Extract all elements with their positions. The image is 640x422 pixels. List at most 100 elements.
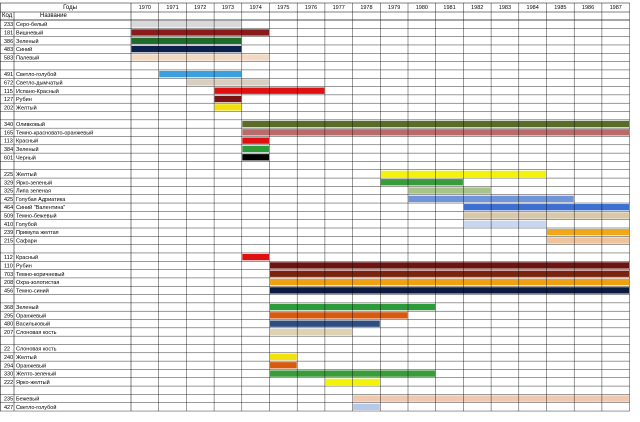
row-code: 427 xyxy=(4,405,13,411)
row-code: 113 xyxy=(4,139,13,145)
row-code: 456 xyxy=(4,288,13,294)
production-bar xyxy=(242,253,269,261)
row-name: Оливковый xyxy=(16,121,45,128)
row-code: 165 xyxy=(4,130,13,136)
table-row: 583 Палевый xyxy=(4,54,269,61)
row-name: Зеленый xyxy=(16,304,39,311)
row-name: Оранжевый xyxy=(16,312,46,319)
production-bar xyxy=(463,220,546,227)
row-name: Желтый xyxy=(16,171,37,178)
production-bar xyxy=(214,95,242,103)
row-code: 330 xyxy=(4,372,13,378)
table-row: 233 Серо-белый xyxy=(4,21,242,28)
row-code: 703 xyxy=(4,272,13,278)
year-label: 1970 xyxy=(139,5,151,11)
table-row: 340 Оливковый xyxy=(4,120,630,128)
table-row: 325 Липа зеленая xyxy=(4,187,491,195)
production-bar xyxy=(270,312,408,319)
table-row: 165 Темно-красновато-оранжевый xyxy=(4,129,630,136)
row-code: 491 xyxy=(4,72,13,78)
row-name: Примула желтая xyxy=(16,230,59,236)
production-bar xyxy=(380,179,463,186)
row-name: Вишневый xyxy=(16,30,43,37)
row-code: 480 xyxy=(4,322,13,328)
row-code: 325 xyxy=(4,189,13,195)
row-name: Красный xyxy=(16,138,38,145)
year-label: 1975 xyxy=(277,5,289,11)
row-code: 340 xyxy=(4,122,13,128)
production-bar xyxy=(270,362,297,369)
production-bar xyxy=(353,403,380,411)
table-row: 294 Оранжевый xyxy=(4,362,297,369)
row-code: 233 xyxy=(4,22,13,28)
year-label: 1986 xyxy=(582,5,594,11)
year-labels: 1970 1971 1972 1973 1974 1975 1976 1977 1978 1979… xyxy=(139,5,622,11)
row-code: 386 xyxy=(4,39,13,45)
row-code: 384 xyxy=(4,147,13,153)
row-code: 127 xyxy=(4,97,13,103)
production-bar xyxy=(159,70,242,78)
row-name: Серо-белый xyxy=(16,21,47,28)
row-code: 410 xyxy=(4,222,13,228)
production-bar xyxy=(131,54,269,61)
row-code: 208 xyxy=(4,280,13,286)
row-name: Липа зеленая xyxy=(16,189,51,195)
row-name: Зеленый xyxy=(16,38,39,45)
row-name: Темно-коричневый xyxy=(16,271,64,278)
year-label: 1985 xyxy=(554,5,566,11)
table-row: 295 Оранжевый xyxy=(4,312,408,319)
table-row: 235 Бежевый xyxy=(4,395,630,403)
row-code: 207 xyxy=(4,330,13,336)
row-name: Голубой xyxy=(16,221,37,228)
table-row: 384 Зеленый xyxy=(4,145,269,153)
row-name: Синий xyxy=(16,46,32,53)
row-code: 672 xyxy=(4,80,13,86)
row-name: Васильковый xyxy=(16,321,50,328)
row-code: 329 xyxy=(4,180,13,186)
row-code: 239 xyxy=(4,230,13,236)
table-row: 240 Желтый xyxy=(4,353,297,361)
production-bar xyxy=(214,104,242,111)
production-bar xyxy=(408,187,491,194)
years-header: Годы xyxy=(63,5,77,11)
row-code: 112 xyxy=(4,255,13,261)
table-row: 480 Васильковый xyxy=(4,320,380,328)
name-header: Название xyxy=(40,13,67,19)
row-name: Бежевый xyxy=(16,396,39,403)
table-row: 456 Темно-синий xyxy=(4,287,630,294)
production-bar xyxy=(270,278,630,286)
row-name: Желтый xyxy=(16,104,37,111)
row-name: Светло-голубой xyxy=(16,404,56,411)
row-code: 295 xyxy=(4,313,13,319)
production-bar xyxy=(186,79,269,86)
row-code: 22 xyxy=(4,347,10,353)
row-code: 202 xyxy=(4,105,13,111)
table-row: 222 Ярко-желтый xyxy=(4,378,380,386)
row-name: Палевый xyxy=(16,54,39,61)
table-row: 202 Желтый xyxy=(4,104,242,111)
table-row: 427 Светло-голубой xyxy=(4,403,380,411)
year-label: 1971 xyxy=(166,5,178,11)
year-label: 1979 xyxy=(388,5,400,11)
table-row: 239 Примула желтая xyxy=(4,229,630,236)
table-row: 113 Красный xyxy=(4,137,269,145)
grid-lines xyxy=(0,2,630,412)
row-code: 425 xyxy=(4,197,13,203)
production-bar xyxy=(131,29,269,36)
table-row: 112 Красный xyxy=(4,253,269,261)
table-row: 491 Светло-голубой xyxy=(4,70,242,78)
table-row: 464 Синий "Валентина" xyxy=(4,204,630,211)
row-code: 240 xyxy=(4,355,13,361)
row-code: 483 xyxy=(4,47,13,53)
row-name: Желтый xyxy=(16,354,37,361)
table-row: 215 Сафари xyxy=(4,237,630,245)
table-row: 110 Рубин xyxy=(4,262,630,269)
row-name: Испано-Красный xyxy=(16,88,59,95)
row-name: Рубин xyxy=(16,263,32,269)
year-label: 1981 xyxy=(443,5,455,11)
row-code: 583 xyxy=(4,55,13,61)
table-row: 329 Ярко-зеленый xyxy=(4,179,463,186)
row-name: Светло-голубой xyxy=(16,71,56,78)
